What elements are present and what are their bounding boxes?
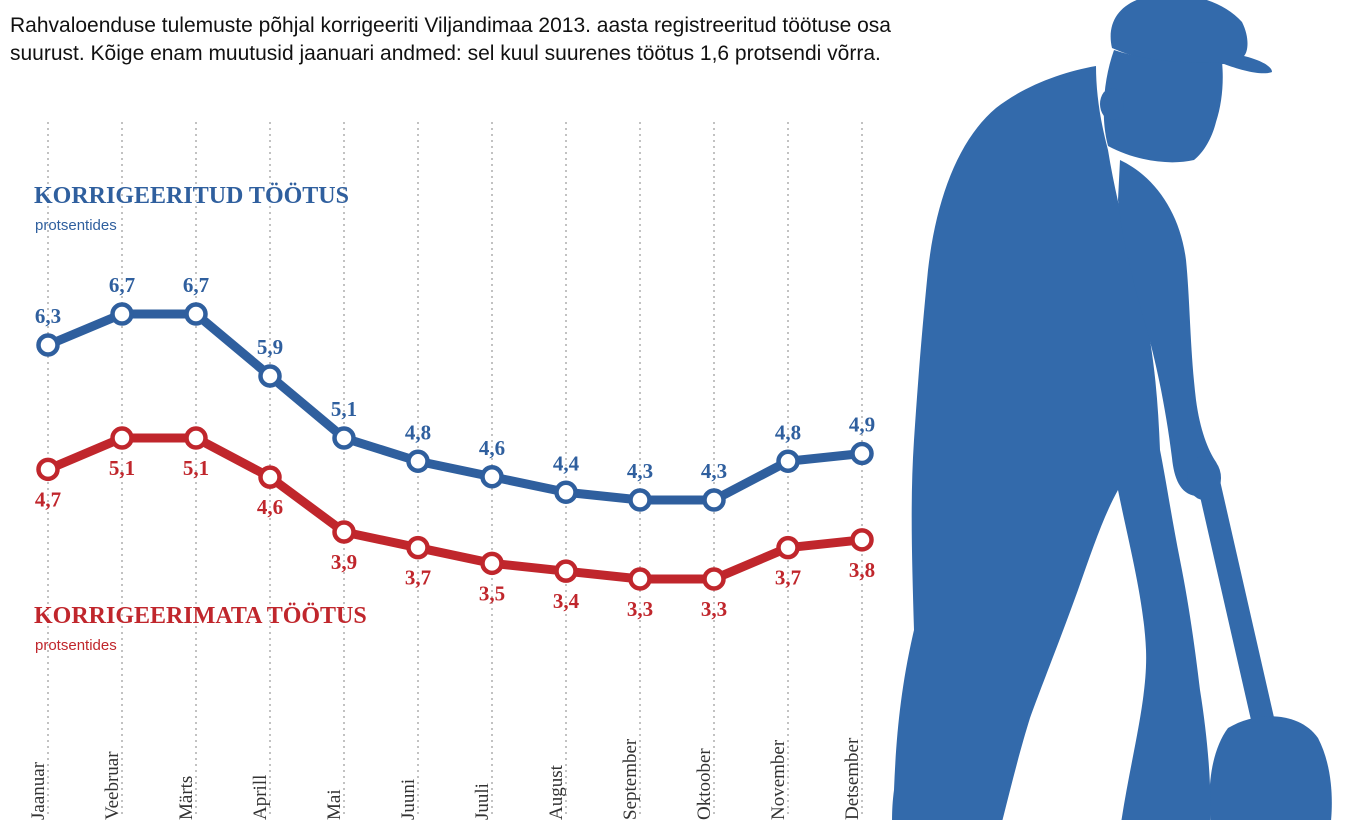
data-point [332, 426, 356, 450]
data-label: 4,8 [405, 420, 431, 444]
month-label: Juuni [398, 779, 419, 820]
data-point [110, 426, 134, 450]
data-point [406, 535, 430, 560]
data-point [480, 551, 504, 576]
data-point [776, 535, 800, 560]
month-label: November [768, 739, 789, 820]
data-label: 5,1 [331, 397, 357, 421]
data-point [36, 457, 60, 482]
data-label: 5,1 [183, 456, 209, 480]
data-label: 3,9 [331, 550, 357, 574]
data-label: 6,7 [183, 273, 209, 297]
gridlines [47, 122, 863, 815]
series-unit-uncorrected: protsentides [35, 637, 117, 654]
series-corrected: 6,3 6,7 6,7 5,9 5,1 4,8 4,6 4,4 4,3 4,3 4,8 4,9 [35, 273, 875, 512]
data-point [702, 567, 726, 591]
data-point [850, 528, 874, 552]
data-label: 6,7 [109, 273, 135, 297]
data-point [36, 333, 60, 357]
data-label: 6,3 [35, 304, 61, 328]
month-label: Veebruar [102, 751, 123, 820]
data-label: 4,6 [257, 495, 283, 519]
data-point [258, 465, 282, 489]
intro-text: Rahvaloenduse tulemuste põhjal korrigeer… [10, 14, 891, 65]
series-line [43, 433, 867, 584]
data-label: 4,6 [479, 436, 505, 460]
data-label: 3,4 [553, 589, 580, 613]
data-point [110, 302, 134, 326]
data-point [702, 488, 726, 512]
month-label: Jaanuar [28, 761, 49, 820]
data-point [480, 465, 504, 489]
data-label: 4,9 [849, 413, 875, 437]
month-label: August [546, 764, 567, 820]
series-uncorrected: 4,7 5,1 5,1 4,6 3,9 3,7 3,5 3,4 3,3 3,3 3,7 3,8 [35, 426, 875, 621]
month-label: Juuli [472, 783, 493, 820]
data-label: 3,5 [479, 581, 505, 605]
worker-with-shovel-illustration [892, 0, 1332, 820]
series-unit-corrected: protsentides [35, 217, 117, 234]
data-label: 4,3 [701, 459, 727, 483]
month-labels: Jaanuar Veebruar Märts Aprill Mai Juuni Juuli A… [28, 737, 863, 820]
month-label: Mai [324, 789, 345, 820]
data-point [554, 480, 578, 504]
data-point [628, 567, 652, 591]
month-label: Märts [176, 776, 197, 820]
data-label: 3,3 [627, 597, 653, 621]
data-point [554, 559, 578, 583]
month-label: September [620, 738, 641, 820]
series-title-uncorrected: KORRIGEERIMATA TÖÖTUS [34, 603, 367, 629]
data-point [628, 488, 652, 512]
data-point [776, 449, 800, 473]
data-label: 5,9 [257, 335, 283, 359]
data-label: 4,7 [35, 487, 61, 511]
month-label: Detsember [842, 737, 863, 820]
data-label: 3,8 [849, 558, 875, 582]
data-point [184, 426, 208, 450]
data-label: 3,7 [775, 566, 801, 590]
data-point [406, 449, 430, 473]
data-point [258, 364, 282, 388]
data-label: 3,7 [405, 566, 431, 590]
data-label: 4,8 [775, 420, 801, 444]
series-line [43, 309, 867, 505]
data-label: 4,4 [553, 451, 580, 475]
data-point [332, 520, 356, 544]
series-title-corrected: KORRIGEERITUD TÖÖTUS [34, 183, 349, 209]
data-label: 4,3 [627, 459, 653, 483]
series: 6,3 6,7 6,7 5,9 5,1 4,8 4,6 4,4 4,3 4,3 4,8 4,9 4,7 5… [35, 273, 875, 621]
month-label: Aprill [250, 775, 271, 820]
month-label: Oktoober [694, 748, 715, 820]
data-label: 5,1 [109, 456, 135, 480]
data-point [850, 441, 874, 466]
data-point [184, 302, 208, 326]
data-label: 3,3 [701, 597, 727, 621]
